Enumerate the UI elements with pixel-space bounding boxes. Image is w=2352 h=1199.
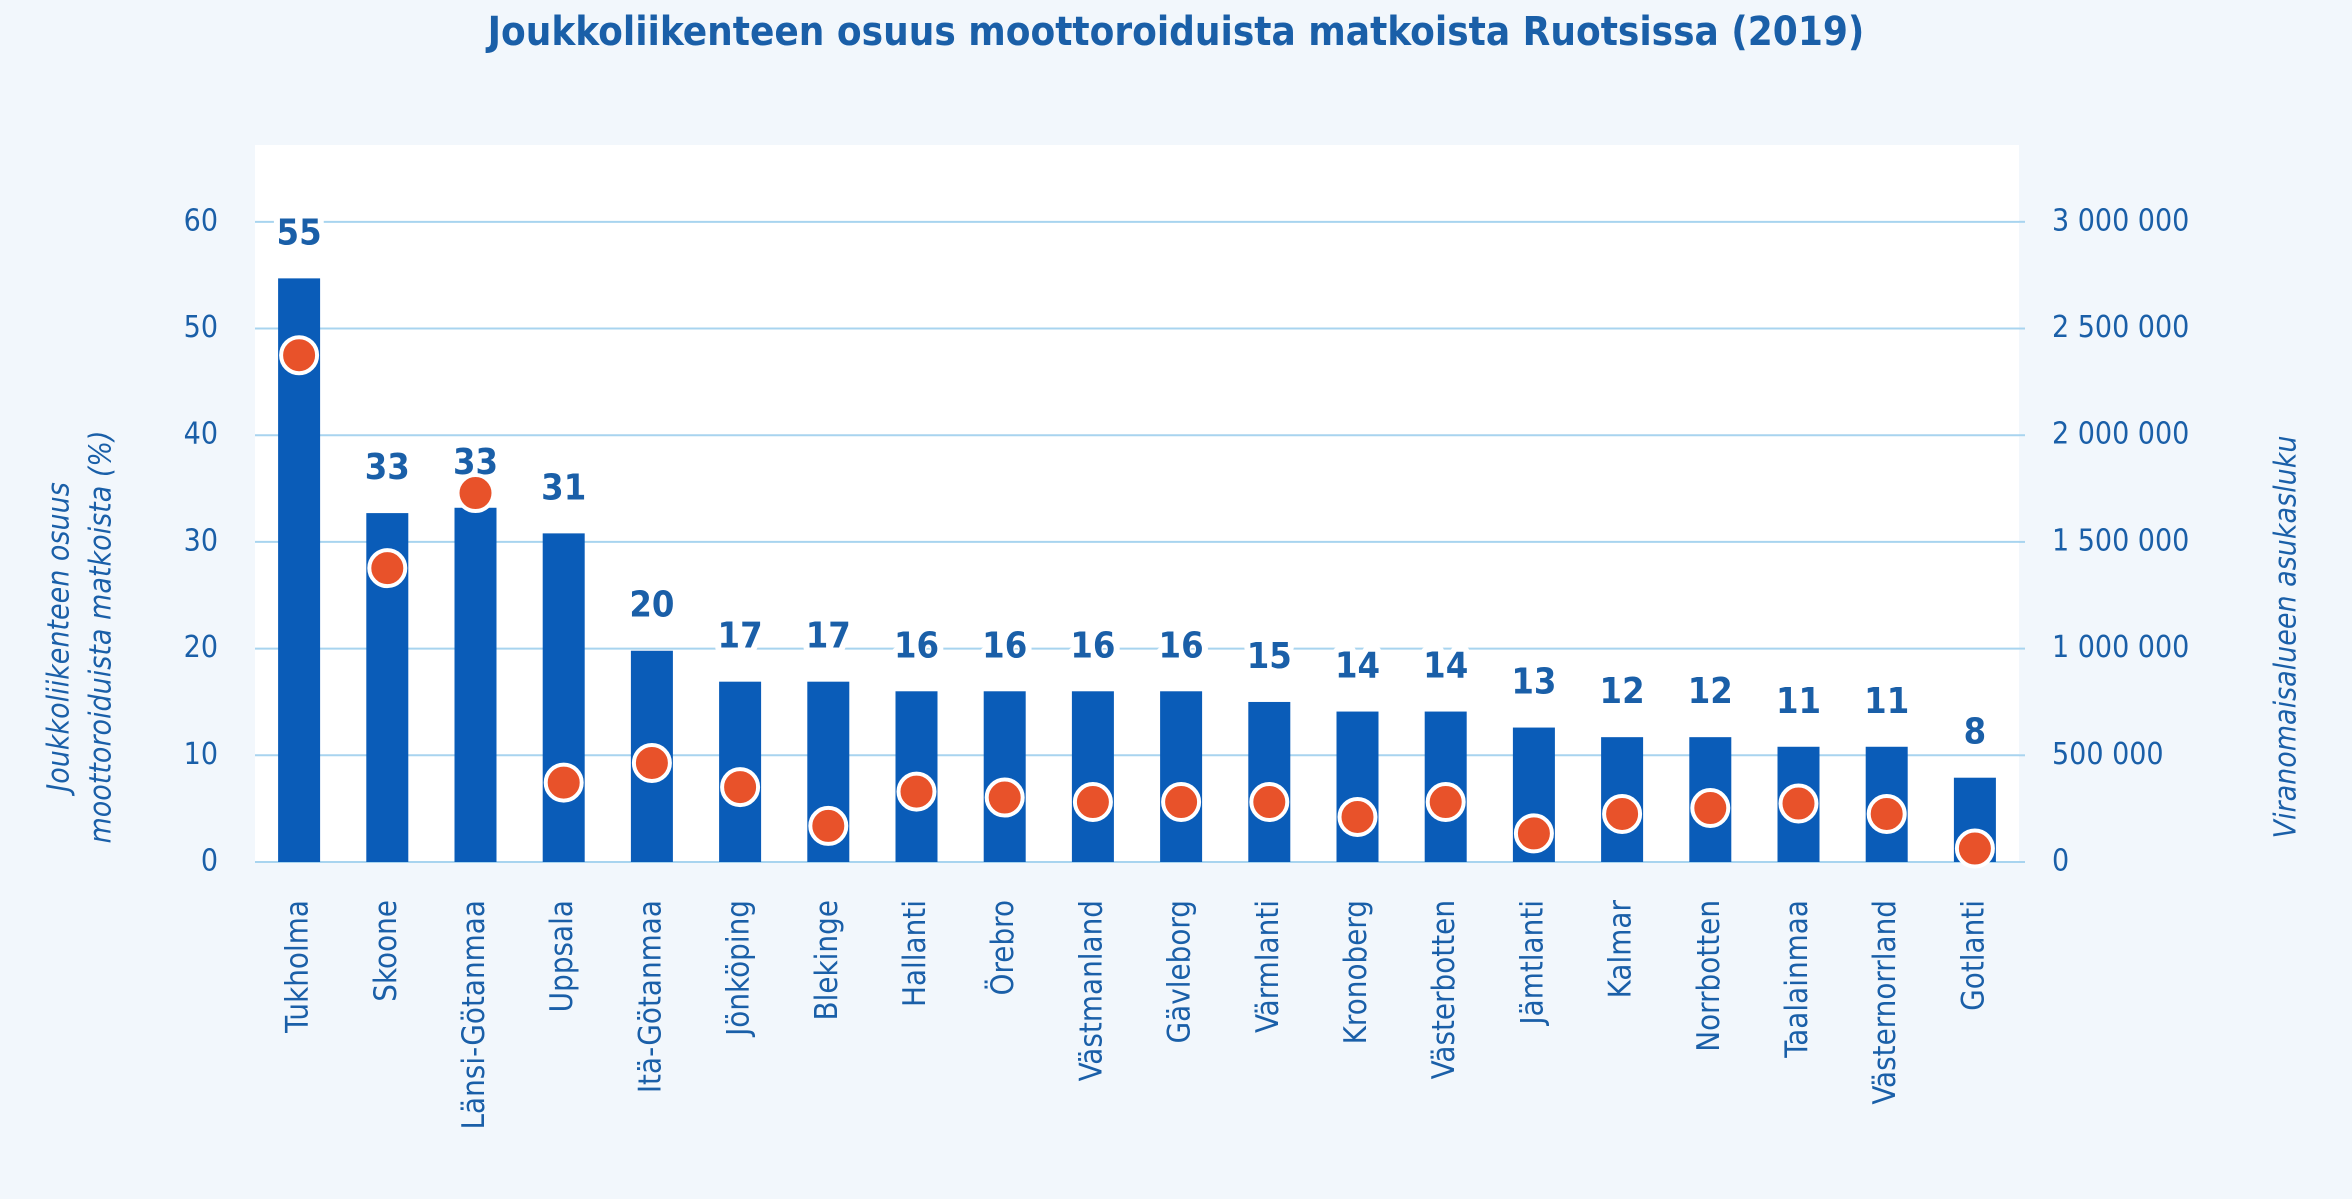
bar (278, 278, 321, 862)
value-label: 11 (1864, 681, 1909, 722)
dot (1161, 782, 1202, 823)
x-tick-label: Jämtlanti (1514, 900, 1550, 1027)
value-label: 17 (718, 616, 763, 657)
dot (1866, 793, 1907, 834)
value-label: 17 (806, 616, 851, 657)
x-tick-label: Västernorrland (1867, 900, 1903, 1105)
value-label: 13 (1511, 662, 1556, 703)
x-tick-label: Västmanland (1073, 900, 1109, 1081)
y-axis-title: moottoroiduista matkoista (%) (84, 430, 119, 843)
dot (1072, 782, 1113, 823)
x-tick-label: Skoone (368, 900, 404, 1002)
value-label: 33 (365, 447, 410, 488)
value-label: 11 (1776, 681, 1821, 722)
dot (1778, 783, 1819, 824)
x-tick-label: Itä-Götanmaa (632, 900, 668, 1093)
dot (1249, 782, 1290, 823)
value-label: 15 (1247, 636, 1292, 677)
dot (1513, 813, 1554, 854)
value-label: 12 (1600, 671, 1645, 712)
y2-tick-label: 1 500 000 (2052, 523, 2189, 558)
x-tick-label: Gotlanti (1955, 900, 1991, 1011)
value-label: 8 (1964, 712, 1987, 753)
dot (1425, 782, 1466, 823)
y-tick-label: 10 (184, 737, 218, 772)
dot (984, 777, 1025, 818)
y-tick-label: 50 (184, 310, 218, 345)
y-axis-title: Joukkoliikenteen osuus (42, 482, 77, 797)
y2-tick-label: 500 000 (2052, 737, 2164, 772)
bar (454, 507, 497, 862)
x-tick-label: Taalainmaa (1779, 900, 1815, 1059)
value-label: 20 (629, 585, 674, 626)
x-tick-label: Jönköping (721, 900, 757, 1038)
dot (1337, 796, 1378, 837)
x-tick-label: Gävleborg (1162, 900, 1198, 1044)
y-tick-label: 40 (184, 417, 218, 452)
y2-axis-title: Viranomaisalueen asukasluku (2269, 436, 2304, 839)
bar (1160, 691, 1203, 862)
dot (808, 805, 849, 846)
y-tick-label: 0 (201, 844, 218, 879)
dot (1602, 793, 1643, 834)
dot (631, 742, 672, 783)
bar (1071, 691, 1114, 862)
dot (455, 473, 496, 514)
bar (983, 691, 1026, 862)
x-tick-label: Kalmar (1603, 899, 1639, 998)
value-label: 16 (1070, 625, 1115, 666)
value-label: 31 (541, 467, 586, 508)
value-label: 16 (1159, 625, 1204, 666)
value-label: 55 (277, 212, 322, 253)
x-tick-label: Uppsala (544, 900, 580, 1012)
dot (1690, 788, 1731, 829)
x-tick-label: Länsi-Götanmaa (456, 900, 492, 1130)
value-label: 16 (894, 625, 939, 666)
y2-tick-label: 2 000 000 (2052, 417, 2189, 452)
y-tick-label: 60 (184, 203, 218, 238)
dot (896, 771, 937, 812)
x-tick-label: Blekinge (809, 900, 845, 1021)
chart-title: Joukkoliikenteen osuus moottoroiduista m… (485, 9, 1865, 55)
y2-tick-label: 2 500 000 (2052, 310, 2189, 345)
dot (279, 335, 320, 376)
value-label: 12 (1688, 671, 1733, 712)
dot (720, 767, 761, 808)
bar (1336, 711, 1379, 862)
x-tick-label: Kronoberg (1338, 900, 1374, 1044)
x-tick-label: Hallanti (897, 900, 933, 1007)
x-tick-label: Värmlanti (1250, 900, 1286, 1033)
bar (1248, 701, 1291, 862)
x-tick-label: Norrbotten (1691, 900, 1727, 1052)
value-label: 14 (1423, 646, 1468, 687)
dot (367, 548, 408, 589)
y2-tick-label: 3 000 000 (2052, 203, 2189, 238)
y2-tick-label: 1 000 000 (2052, 630, 2189, 665)
x-tick-label: Örebro (984, 900, 1021, 995)
y2-tick-label: 0 (2052, 844, 2069, 879)
dot (543, 762, 584, 803)
value-label: 16 (982, 625, 1027, 666)
x-tick-label: Västerbotten (1426, 900, 1462, 1079)
y-tick-label: 20 (184, 630, 218, 665)
value-label: 14 (1335, 646, 1380, 687)
dot (1954, 828, 1995, 869)
x-tick-label: Tukholma (280, 900, 316, 1034)
bar (542, 533, 585, 862)
y-tick-label: 30 (184, 523, 218, 558)
